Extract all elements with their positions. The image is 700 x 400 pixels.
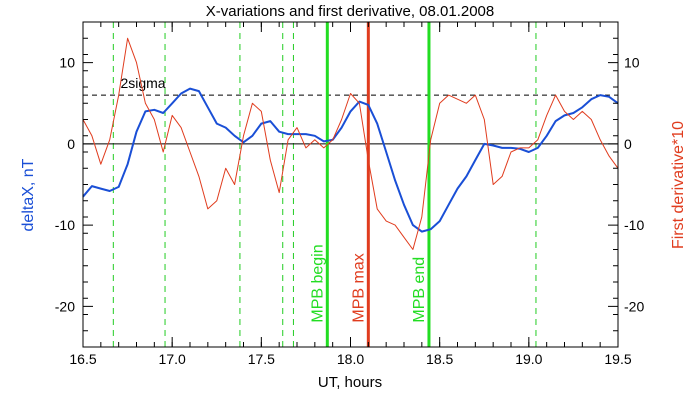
chart-title: X-variations and first derivative, 08.01… <box>206 3 495 20</box>
x-tick-label-4: 18.5 <box>426 351 453 367</box>
y-axis-title-right: First derivative*10 <box>670 121 687 249</box>
mpb-label-0: MPB begin <box>309 244 326 322</box>
x-axis-title: UT, hours <box>318 374 382 391</box>
x-tick-label-1: 17.0 <box>159 351 186 367</box>
y-tick-label-right-2: -10 <box>624 217 644 233</box>
mpb-label-1: MPB max <box>350 253 367 322</box>
x-tick-label-2: 17.5 <box>248 351 275 367</box>
y-tick-label-right-0: 10 <box>624 55 640 71</box>
series-line-1 <box>82 37 619 250</box>
y-tick-label-left-0: 10 <box>59 55 75 71</box>
threshold-label: 2sigma <box>120 75 165 91</box>
x-tick-label-6: 19.5 <box>604 351 631 367</box>
y-tick-label-right-1: 0 <box>624 136 632 152</box>
y-tick-label-left-1: 0 <box>67 136 75 152</box>
x-tick-label-5: 19.0 <box>515 351 542 367</box>
x-tick-label-3: 18.0 <box>337 351 364 367</box>
series-line-0 <box>82 87 619 233</box>
y-tick-label-right-3: -20 <box>624 298 644 314</box>
y-axis-title-left: deltaX, nT <box>20 158 37 231</box>
y-tick-label-left-3: -20 <box>55 298 75 314</box>
x-tick-label-0: 16.5 <box>69 351 96 367</box>
plot-area: 2sigma MPB begin MPB max MPB end 16.5 17.0 17.… <box>55 21 644 367</box>
y-tick-label-left-2: -10 <box>55 217 75 233</box>
mpb-label-2: MPB end <box>411 257 428 323</box>
